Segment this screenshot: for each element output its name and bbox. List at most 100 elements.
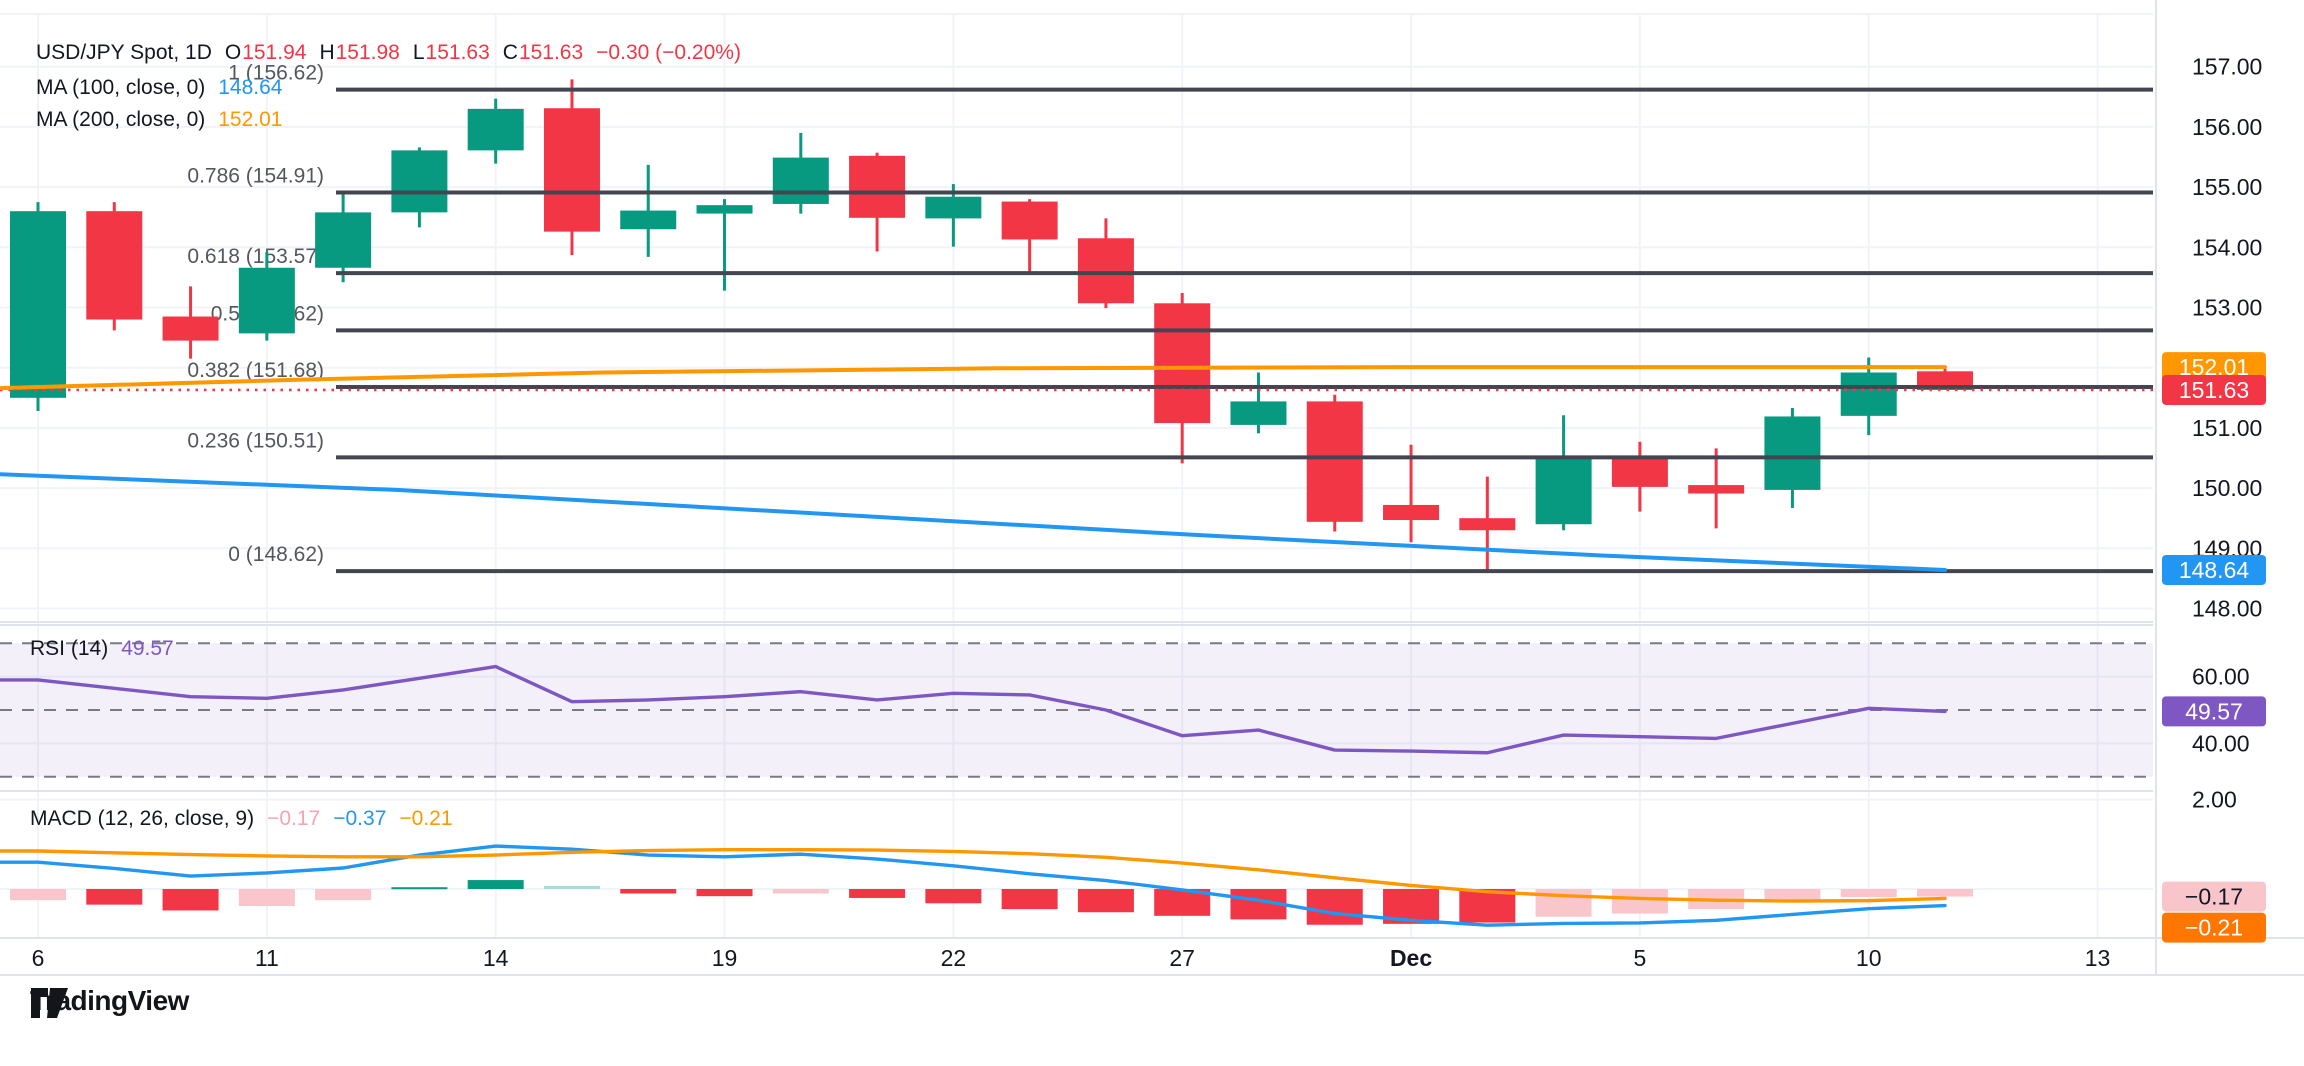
candle-body xyxy=(1230,401,1287,425)
candle-body xyxy=(1383,504,1440,521)
macd-histogram-bar xyxy=(10,889,66,901)
ma100-label: MA (100, close, 0) xyxy=(36,76,206,99)
time-axis-label: 11 xyxy=(255,945,279,971)
candlestick-series xyxy=(10,79,1973,573)
candle-body xyxy=(162,316,219,341)
candle-body xyxy=(391,150,448,213)
candle xyxy=(1840,357,1897,436)
candle xyxy=(772,132,829,214)
time-axis[interactable]: 6 11 14 19 22 27 Dec 5 10 13 xyxy=(32,945,2111,971)
candle xyxy=(1764,408,1821,508)
fib-label: 1 (156.62) xyxy=(228,62,324,85)
candle-body xyxy=(1611,458,1668,487)
rsi-legend[interactable]: RSI (14) 49.57 xyxy=(30,637,174,661)
fib-retracement-lines[interactable] xyxy=(336,87,2153,574)
axis-badge-text: −0.17 xyxy=(2185,884,2243,910)
macd-hist-value: −0.17 xyxy=(267,807,321,830)
price-axis-label: 151.00 xyxy=(2192,415,2262,441)
axis-badge xyxy=(2162,881,2266,912)
candle xyxy=(1688,448,1745,529)
rsi-band xyxy=(0,642,2153,778)
macd-histogram-bar xyxy=(1917,889,1973,897)
macd-histogram-bar xyxy=(620,889,677,894)
candle xyxy=(1611,441,1668,512)
rsi-label: RSI (14) xyxy=(30,637,109,660)
time-axis-label: 6 xyxy=(32,945,45,971)
macd-histogram-bar xyxy=(467,880,524,889)
macd-histogram-bar xyxy=(772,889,829,894)
macd-label: MACD (12, 26, close, 9) xyxy=(30,807,255,830)
candle-body xyxy=(10,211,66,398)
axis-badge xyxy=(2162,554,2266,585)
change-value: −0.30 (−0.20%) xyxy=(596,41,741,64)
macd-histogram-bar xyxy=(86,889,143,905)
macd-line-value: −0.37 xyxy=(333,807,387,830)
ma100-line xyxy=(0,472,1947,572)
fib-label: 0.618 (153.57) xyxy=(187,245,324,268)
macd-histogram-bar xyxy=(543,885,600,889)
candle xyxy=(1383,444,1440,543)
symbol-title: USD/JPY Spot, 1D xyxy=(36,41,212,64)
time-axis-label: 13 xyxy=(2085,945,2111,971)
ma100-legend[interactable]: MA (100, close, 0) 148.64 xyxy=(36,76,282,100)
candle xyxy=(849,152,906,252)
symbol-legend[interactable]: USD/JPY Spot, 1D O 151.94 H 151.98 L 151.63… xyxy=(36,41,741,65)
price-axis-label: 154.00 xyxy=(2192,234,2262,260)
grid-layer xyxy=(0,13,2153,938)
candle-body xyxy=(1535,458,1592,525)
candle xyxy=(162,286,219,359)
macd-histogram-bar xyxy=(1459,889,1516,923)
macd-histogram-bar xyxy=(315,889,372,901)
axis-badge-text: −0.21 xyxy=(2185,915,2243,941)
macd-histogram-bar xyxy=(238,889,295,906)
macd-signal-value: −0.21 xyxy=(399,807,453,830)
ohlc-open: O 151.94 xyxy=(224,41,307,64)
candle xyxy=(467,98,524,164)
ma200-legend[interactable]: MA (200, close, 0) 152.01 xyxy=(36,108,282,132)
candle xyxy=(238,252,295,341)
candle-body xyxy=(1154,303,1211,424)
time-axis-label: 14 xyxy=(483,945,509,971)
fib-label: 0.236 (150.51) xyxy=(187,429,324,452)
price-axis-label: 155.00 xyxy=(2192,174,2262,200)
rsi-axis-label: 40.00 xyxy=(2192,730,2250,756)
candle xyxy=(1535,415,1592,531)
candle-body xyxy=(925,196,982,219)
ma200-value: 152.01 xyxy=(218,108,283,131)
candle-body xyxy=(849,155,906,218)
tradingview-watermark[interactable]: TradingView xyxy=(30,985,189,1018)
macd-histogram-bar xyxy=(1764,889,1821,903)
rsi-axis-label: 60.00 xyxy=(2192,664,2250,690)
macd-histogram-bar xyxy=(849,889,906,898)
candle xyxy=(1306,394,1363,532)
macd-histogram-bar xyxy=(696,889,753,897)
candle xyxy=(1001,199,1058,275)
price-axis-label: 156.00 xyxy=(2192,114,2262,140)
price-axis-label: 150.00 xyxy=(2192,475,2262,501)
rsi-plot xyxy=(0,664,1947,755)
macd-histogram-bar xyxy=(162,889,219,911)
candle-body xyxy=(1306,401,1363,522)
macd-histogram-bar xyxy=(1077,889,1134,913)
candle xyxy=(1077,218,1134,309)
macd-histogram-bar xyxy=(1306,889,1363,925)
axis-badge xyxy=(2162,912,2266,943)
time-axis-label: 27 xyxy=(1169,945,1195,971)
macd-histogram-bar xyxy=(1840,889,1897,898)
candle xyxy=(620,164,677,257)
time-axis-label: 10 xyxy=(1856,945,1882,971)
candle-body xyxy=(315,212,372,268)
candle-body xyxy=(543,108,600,232)
macd-legend[interactable]: MACD (12, 26, close, 9) −0.17 −0.37 −0.2… xyxy=(30,807,453,831)
fib-labels-layer: 1 (156.62) 0.786 (154.91) 0.618 (153.57) 0.… xyxy=(187,62,324,567)
moving-averages xyxy=(0,365,1947,572)
fib-label: 0.786 (154.91) xyxy=(187,165,324,188)
candle-body xyxy=(238,267,295,334)
axis-badge xyxy=(2162,352,2266,383)
candle xyxy=(1230,372,1287,434)
candle xyxy=(543,79,600,256)
macd-plot xyxy=(0,844,1973,927)
